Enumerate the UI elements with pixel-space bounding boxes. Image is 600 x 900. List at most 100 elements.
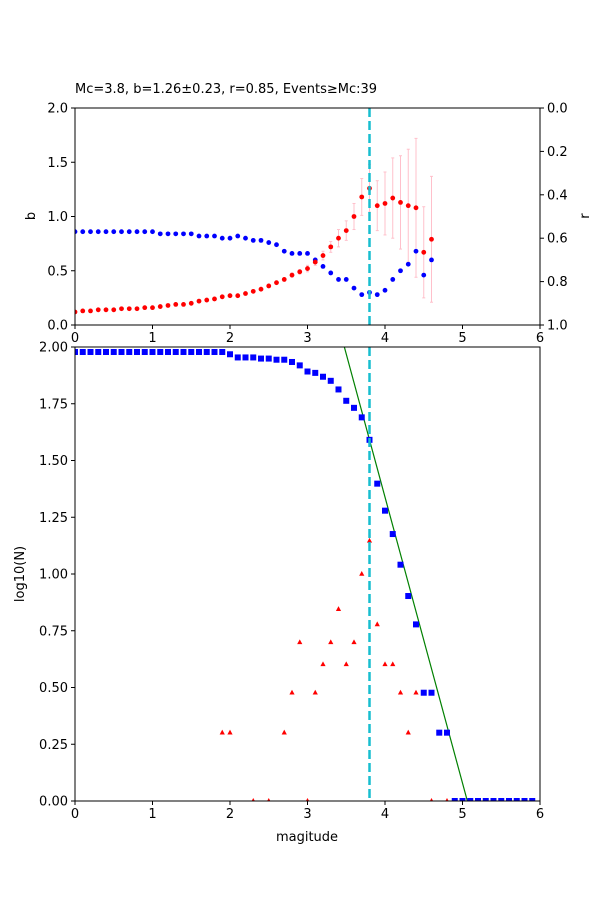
cumulative-point [451, 798, 458, 801]
r-point [227, 235, 233, 241]
b-point [405, 203, 411, 209]
r-point [134, 229, 140, 235]
x-tick-label: 4 [381, 807, 389, 822]
noncumulative-point [219, 729, 225, 735]
r-point [212, 233, 217, 239]
x-tick-label: 2 [226, 807, 234, 822]
plot-area [75, 347, 536, 801]
noncumulative-point [405, 729, 411, 735]
bottom-xlabel: magitude [276, 830, 338, 845]
r-point [111, 229, 117, 235]
r-point [119, 229, 124, 235]
y-tick-label: 0.5 [47, 264, 68, 279]
b-point [359, 194, 365, 200]
r-point [429, 257, 434, 263]
cumulative-point [335, 386, 342, 393]
b-point [305, 266, 310, 271]
b-point [429, 236, 434, 242]
cumulative-point [389, 531, 396, 538]
x-tick-label: 6 [536, 331, 544, 346]
noncumulative-point [305, 798, 310, 801]
b-point [204, 297, 210, 303]
cumulative-point [273, 356, 280, 363]
cumulative-point [420, 689, 427, 696]
noncumulative-point [289, 689, 295, 695]
b-point [398, 199, 403, 205]
r-point [343, 277, 349, 282]
cumulative-point [374, 480, 381, 487]
noncumulative-point [429, 798, 434, 801]
noncumulative-point [374, 621, 380, 627]
y-tick-label: 0.00 [39, 795, 68, 810]
b-point [95, 307, 101, 313]
cumulative-point [327, 377, 334, 384]
cumulative-point [358, 414, 365, 421]
r-point [258, 237, 264, 243]
r-point [126, 229, 132, 235]
chart-title: Mc=3.8, b=1.26±0.23, r=0.85, Events≥Mc:3… [75, 82, 377, 97]
y-tick-label: 1.5 [47, 156, 68, 171]
b-point [88, 308, 93, 314]
b-point [227, 293, 233, 299]
cumulative-point [312, 369, 319, 376]
y-tick-label: 1.25 [39, 511, 68, 526]
b-point [312, 259, 318, 265]
cumulative-point [281, 356, 288, 363]
b-point [297, 269, 303, 275]
cumulative-point [289, 358, 295, 365]
b-point [343, 228, 349, 234]
b-point [80, 308, 86, 314]
gr-fit-line [343, 347, 468, 801]
r-point [250, 237, 256, 243]
cumulative-point [467, 798, 474, 801]
right-y-tick-label: 0.2 [547, 145, 568, 160]
cumulative-point [180, 348, 187, 355]
cumulative-point [382, 507, 388, 514]
r-point [165, 231, 171, 237]
cumulative-point [397, 561, 404, 568]
r-point [204, 233, 210, 239]
right-y-tick-label: 0.4 [547, 188, 568, 203]
cumulative-point [428, 689, 435, 696]
cumulative-point [490, 798, 497, 801]
y-tick-label: 0.50 [39, 681, 68, 696]
top-ylabel-right: r [578, 213, 593, 219]
r-point [181, 231, 186, 237]
noncumulative-point [390, 661, 396, 667]
cumulative-point [250, 354, 257, 361]
cumulative-point [134, 348, 140, 355]
x-tick-label: 1 [148, 331, 156, 346]
plot-area [75, 108, 434, 325]
noncumulative-point [227, 729, 233, 735]
cumulative-point [126, 348, 133, 355]
r-point [173, 231, 179, 237]
x-tick-label: 6 [536, 807, 544, 822]
r-point [235, 233, 241, 239]
x-tick-label: 5 [458, 807, 466, 822]
cumulative-point [95, 348, 102, 355]
r-point [142, 229, 148, 235]
top-axes: 0 1 2 3 4 5 6 0.0 0.5 1.0 1.5 2.0 0.0 0.2 0.4 0.6 0.8 1.0 [47, 102, 567, 347]
cumulative-point [459, 798, 466, 801]
cumulative-point [165, 348, 171, 355]
noncumulative-point [413, 689, 419, 695]
cumulative-point [258, 355, 264, 362]
b-point [413, 205, 419, 211]
r-point [289, 250, 295, 256]
b-point [111, 307, 117, 313]
cumulative-point [498, 798, 505, 801]
r-point [266, 240, 272, 245]
cumulative-point [413, 621, 419, 628]
cumulative-point [234, 354, 241, 361]
noncumulative-point [397, 689, 404, 695]
cumulative-point [157, 348, 164, 355]
r-point [150, 229, 155, 235]
right-y-tick-label: 0.6 [547, 232, 568, 247]
b-point [173, 301, 179, 307]
noncumulative-point [297, 639, 303, 645]
r-point [188, 231, 194, 237]
b-point [289, 272, 295, 278]
r-point [219, 235, 225, 241]
r-point [328, 270, 334, 276]
